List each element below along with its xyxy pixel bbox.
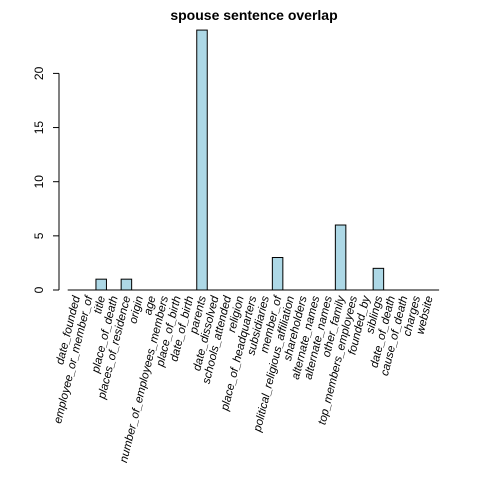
bar <box>196 29 208 291</box>
bars <box>67 29 440 291</box>
y-tick-label: 10 <box>32 175 46 189</box>
chart-title: spouse sentence overlap <box>170 7 337 23</box>
bar <box>120 278 133 291</box>
y-tick-label: 0 <box>32 286 46 293</box>
y-axis: 0 5 10 15 20 <box>32 66 60 293</box>
x-tick-label: title <box>92 295 108 315</box>
x-tick-label: age <box>142 295 158 317</box>
y-tick-label: 20 <box>32 66 46 80</box>
bar <box>372 267 385 291</box>
y-tick-label: 15 <box>32 121 46 135</box>
bar <box>271 257 284 291</box>
y-tick-label: 5 <box>32 232 46 239</box>
x-axis-labels: date_foundedemployee_or_member_oftitlepl… <box>52 293 436 464</box>
bar <box>95 278 107 291</box>
bar <box>334 224 347 291</box>
